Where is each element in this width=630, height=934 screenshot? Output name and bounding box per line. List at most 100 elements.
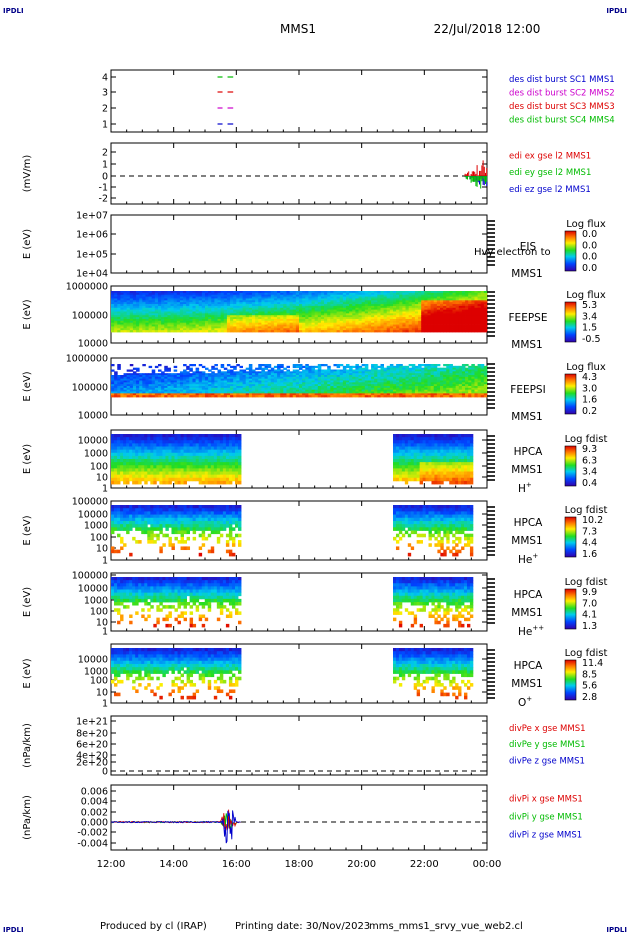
feepse-cell xyxy=(427,294,431,297)
feepse-cell xyxy=(440,296,444,299)
feepse-cell xyxy=(336,298,341,301)
feepsi-cell xyxy=(383,382,388,385)
feepsi-cell xyxy=(205,386,209,389)
feepsi-cell xyxy=(217,386,222,389)
feepsi-cell xyxy=(264,380,269,383)
feepse-cell xyxy=(427,307,431,311)
feepse-cell xyxy=(333,300,337,303)
feepsi-cell xyxy=(230,391,234,394)
feepsi-cell xyxy=(405,387,410,391)
feepse-cell xyxy=(179,294,184,297)
feepse-cell xyxy=(261,328,265,331)
feepse-cell xyxy=(214,330,218,333)
feepsi-cell xyxy=(399,364,403,367)
feepse-cell xyxy=(264,324,269,327)
feepse-cell xyxy=(245,328,250,331)
feepsi-cell xyxy=(195,387,200,391)
feepse-cell xyxy=(292,324,297,327)
feepse-cell xyxy=(471,328,475,331)
feepsi-cell xyxy=(305,395,309,398)
feepsi-cell xyxy=(480,365,485,369)
feepsi-cell xyxy=(314,375,319,378)
feepse-cell xyxy=(396,318,400,322)
feepsi-cell xyxy=(289,382,294,385)
feepsi-cell xyxy=(305,369,309,372)
feepse-cell xyxy=(255,313,259,316)
feepsi-cell xyxy=(220,375,225,378)
feepse-cell xyxy=(186,313,190,316)
feepse-cell xyxy=(201,330,206,333)
feepse-cell xyxy=(299,322,303,325)
feepsi-cell xyxy=(195,395,200,398)
feepsi-cell xyxy=(468,375,472,378)
feepsi-cell xyxy=(430,395,435,398)
feepse-cell xyxy=(139,324,143,327)
feepse-cell xyxy=(377,322,381,325)
feepsi-cell xyxy=(248,378,253,381)
feepsi-cell xyxy=(314,393,319,396)
feepsi-cell xyxy=(120,393,124,396)
feepse-cell xyxy=(305,320,309,324)
feepse-cell xyxy=(270,292,275,296)
feepsi-cell xyxy=(201,393,206,396)
feepse-cell xyxy=(183,318,187,322)
feepse-cell xyxy=(468,324,472,327)
feepse-cell xyxy=(446,300,450,303)
feepsi-cell xyxy=(455,384,460,387)
feepse-cell xyxy=(480,330,485,333)
feepse-cell xyxy=(195,311,200,314)
feepsi-cell xyxy=(205,376,209,380)
feepse-cell xyxy=(314,322,319,325)
feepse-cell xyxy=(126,324,131,327)
feepse-cell xyxy=(361,292,366,296)
feepse-cell xyxy=(396,294,400,297)
feepsi-cell xyxy=(452,389,457,392)
feepse-cell xyxy=(440,330,444,333)
feepse-cell xyxy=(220,324,225,327)
feepse-cell xyxy=(468,298,472,301)
feepsi-cell xyxy=(314,384,319,387)
feepse-cell xyxy=(380,315,384,318)
feepse-cell xyxy=(396,298,400,301)
feepse-cell xyxy=(452,326,457,329)
feepse-cell xyxy=(223,315,228,318)
feepse-cell xyxy=(161,309,165,312)
feepsi-cell xyxy=(192,375,196,378)
feepsi-cell xyxy=(367,391,372,394)
feepse-cell xyxy=(339,315,344,318)
feepse-cell xyxy=(324,311,328,314)
feepsi-cell xyxy=(280,371,284,374)
feepse-cell xyxy=(430,311,435,314)
feepsi-cell xyxy=(132,395,137,398)
feepsi-cell xyxy=(483,378,488,381)
feepsi-cell xyxy=(455,371,460,374)
feepsi-cell xyxy=(361,367,366,370)
feepsi-cell xyxy=(255,375,259,378)
hpca-cell xyxy=(114,468,118,472)
feepsi-cell xyxy=(418,364,422,367)
feepsi-cell xyxy=(443,386,447,389)
feepse-cell xyxy=(393,291,397,294)
feepse-cell xyxy=(136,298,140,301)
feepsi-cell xyxy=(186,378,190,381)
feepse-cell xyxy=(145,300,149,303)
y-tick-label: 10 xyxy=(96,473,108,484)
feepse-cell xyxy=(336,309,341,312)
feepse-cell xyxy=(402,326,406,329)
feepse-cell xyxy=(136,292,140,296)
feepse-cell xyxy=(361,322,366,325)
feepsi-cell xyxy=(280,364,284,367)
feepse-cell xyxy=(189,317,193,320)
feepse-cell xyxy=(158,328,162,331)
feepsi-cell xyxy=(142,378,146,381)
feepse-cell xyxy=(396,313,400,316)
feepsi-cell xyxy=(167,393,171,396)
feepse-cell xyxy=(320,296,325,299)
feepse-cell xyxy=(455,318,460,322)
feepse-cell xyxy=(346,302,350,305)
feepse-cell xyxy=(239,318,243,322)
feepse-cell xyxy=(264,300,269,303)
feepse-cell xyxy=(136,307,140,311)
feepsi-cell xyxy=(170,389,175,392)
feepse-cell xyxy=(158,292,162,296)
